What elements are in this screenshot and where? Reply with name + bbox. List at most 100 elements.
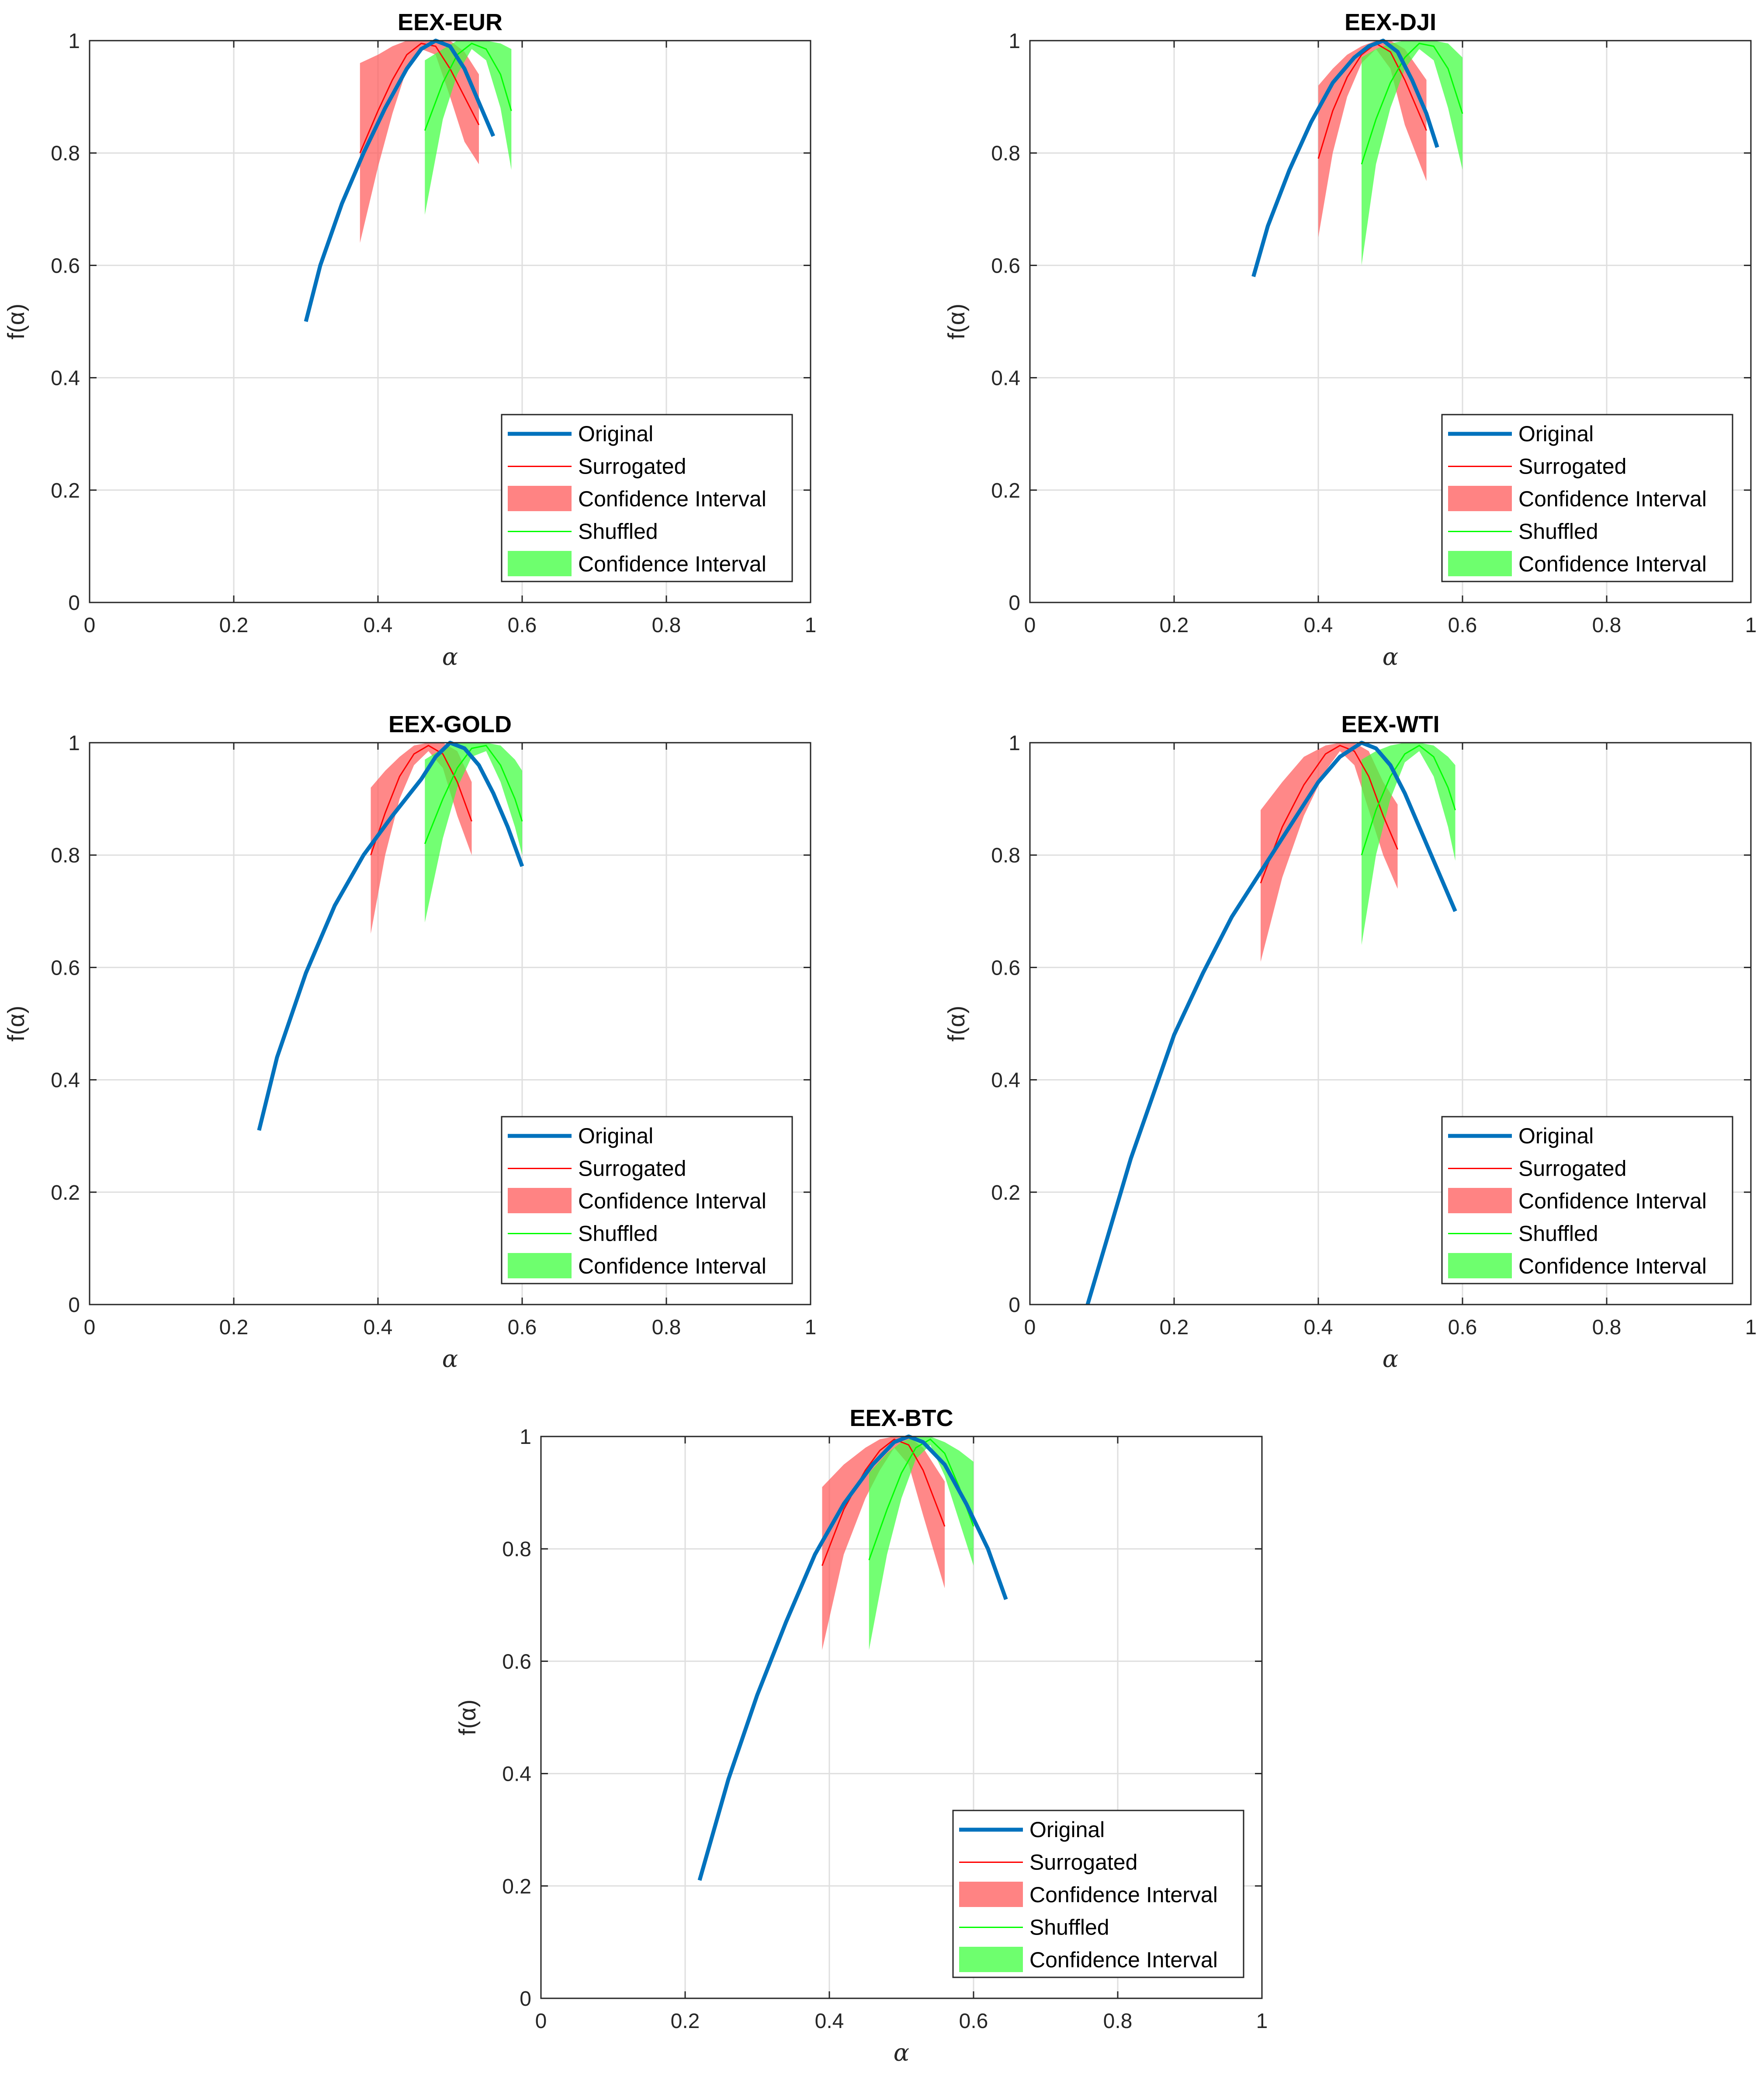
y-tick-label: 0.6 — [502, 1650, 531, 1673]
legend-swatch-surrogated-ci — [508, 1188, 572, 1213]
legend-label: Confidence Interval — [1518, 1254, 1707, 1278]
y-tick-label: 0.4 — [502, 1763, 531, 1786]
surrogated-line — [821, 1438, 946, 1566]
original-line — [304, 38, 496, 322]
legend-swatch-surrogated-ci — [959, 1882, 1023, 1907]
legend-label: Original — [1029, 1817, 1105, 1842]
legend-label: Original — [578, 422, 653, 446]
x-tick-label: 0.8 — [652, 1316, 681, 1339]
y-tick-label: 0.6 — [991, 254, 1020, 277]
x-tick-label: 1 — [805, 614, 817, 637]
chart-title: EEX-WTI — [1341, 711, 1440, 737]
subplot-eex-btc: 0 0.2 0.4 0.6 0.8 1 0 0.2 0.4 0.6 0.8 1 EEX-BTC α f(α)… — [454, 1405, 1268, 2066]
axes-box — [1029, 40, 1752, 603]
shuffled-confidence-band — [1362, 743, 1456, 945]
legend-label: Surrogated — [1518, 1156, 1626, 1181]
subplot-eex-eur: 0 0.2 0.4 0.6 0.8 1 0 0.2 0.4 0.6 0.8 1 EEX-EUR α f(α)… — [3, 9, 816, 671]
legend-label: Confidence Interval — [1518, 1189, 1707, 1213]
y-tick-label: 0.4 — [51, 367, 80, 390]
surrogated-confidence-band — [1318, 41, 1427, 238]
x-tick-label: 0.2 — [219, 1316, 249, 1339]
legend-swatch-shuffled-ci — [1448, 551, 1512, 576]
y-tick-label: 1 — [68, 732, 80, 755]
x-tick-label: 0.6 — [508, 614, 537, 637]
x-axis-label: α — [1383, 1345, 1398, 1373]
subplot-eex-gold: 0 0.2 0.4 0.6 0.8 1 0 0.2 0.4 0.6 0.8 1 EEX-GOLD α f(α… — [3, 711, 816, 1373]
legend-label: Shuffled — [1029, 1915, 1109, 1940]
legend-swatch-surrogated-ci — [1448, 1188, 1512, 1213]
x-tick-label: 0.4 — [364, 614, 393, 637]
x-tick-label: 0.4 — [364, 1316, 393, 1339]
legend-label: Shuffled — [578, 1222, 658, 1246]
chart-title: EEX-DJI — [1345, 9, 1436, 35]
legend: Original Surrogated Confidence Interval Shu… — [952, 1810, 1244, 1978]
y-tick-label: 0.4 — [51, 1069, 80, 1092]
y-tick-label: 0.6 — [51, 254, 80, 277]
legend-label: Shuffled — [578, 519, 658, 544]
legend-swatch-surrogated-ci — [1448, 486, 1512, 511]
y-tick-label: 0.2 — [51, 479, 80, 502]
y-tick-label: 0 — [68, 1294, 80, 1317]
x-tick-label: 0.2 — [219, 614, 249, 637]
x-tick-label: 0.6 — [508, 1316, 537, 1339]
legend-label: Shuffled — [1518, 1222, 1598, 1246]
x-tick-label: 0.4 — [1304, 614, 1333, 637]
legend-swatch-shuffled-ci — [508, 1253, 572, 1278]
x-tick-label: 0 — [1024, 1316, 1036, 1339]
legend-swatch-shuffled-ci — [959, 1947, 1023, 1972]
legend-label: Confidence Interval — [1029, 1883, 1218, 1907]
x-tick-label: 0 — [84, 1316, 96, 1339]
y-tick-label: 0 — [1008, 1294, 1020, 1317]
x-tick-label: 1 — [805, 1316, 817, 1339]
legend-label: Shuffled — [1518, 519, 1598, 544]
y-tick-label: 0 — [1008, 592, 1020, 615]
legend-label: Original — [578, 1124, 653, 1148]
y-axis-label: f(α) — [3, 304, 29, 339]
shuffled-confidence-band — [1362, 41, 1462, 266]
x-axis-label: α — [894, 2039, 909, 2066]
x-axis-label: α — [1383, 643, 1398, 671]
x-tick-label: 0 — [535, 2010, 547, 2033]
surrogated-line — [1317, 42, 1427, 159]
shuffled-line — [424, 42, 512, 131]
chart-title: EEX-BTC — [849, 1405, 953, 1431]
y-tick-label: 1 — [520, 1426, 531, 1449]
y-tick-label: 0.2 — [991, 479, 1020, 502]
shuffled-confidence-band — [425, 743, 522, 923]
x-tick-label: 0.2 — [1160, 614, 1189, 637]
legend-label: Confidence Interval — [578, 1189, 766, 1213]
x-tick-label: 0 — [1024, 614, 1036, 637]
y-tick-label: 0.8 — [991, 844, 1020, 867]
legend-label: Confidence Interval — [1518, 487, 1707, 511]
legend-swatch-shuffled-ci — [508, 551, 572, 576]
subplot-eex-wti: 0 0.2 0.4 0.6 0.8 1 0 0.2 0.4 0.6 0.8 1 EEX-WTI α f(α)… — [943, 711, 1757, 1373]
legend-label: Surrogated — [578, 454, 686, 479]
y-tick-label: 0.2 — [51, 1181, 80, 1204]
x-axis-label: α — [442, 1345, 458, 1373]
y-tick-label: 0.2 — [991, 1181, 1020, 1204]
legend-swatch-surrogated-ci — [508, 486, 572, 511]
shuffled-confidence-band — [425, 41, 512, 215]
x-tick-label: 1 — [1745, 1316, 1757, 1339]
y-tick-label: 0.6 — [51, 956, 80, 980]
y-tick-label: 0.4 — [991, 1069, 1020, 1092]
legend: Original Surrogated Confidence Interval Shu… — [1441, 1116, 1733, 1284]
surrogated-confidence-band — [1261, 743, 1398, 962]
x-tick-label: 0.6 — [959, 2010, 988, 2033]
x-tick-label: 0.4 — [1304, 1316, 1333, 1339]
original-line — [1085, 741, 1457, 1305]
legend-label: Original — [1518, 422, 1594, 446]
legend-label: Surrogated — [1518, 454, 1626, 479]
legend: Original Surrogated Confidence Interval Shu… — [501, 1116, 793, 1284]
subplot-eex-dji: 0 0.2 0.4 0.6 0.8 1 0 0.2 0.4 0.6 0.8 1 EEX-DJI α f(α)… — [943, 9, 1757, 671]
y-tick-label: 0.6 — [991, 956, 1020, 980]
original-line — [1251, 38, 1439, 277]
x-tick-label: 0.4 — [815, 2010, 844, 2033]
legend-label: Confidence Interval — [578, 552, 766, 576]
shuffled-line — [1361, 744, 1456, 855]
x-tick-label: 0 — [84, 614, 96, 637]
surrogated-line — [1260, 744, 1398, 884]
y-tick-label: 0.4 — [991, 367, 1020, 390]
x-tick-label: 0.8 — [652, 614, 681, 637]
original-line — [697, 1434, 1008, 1881]
